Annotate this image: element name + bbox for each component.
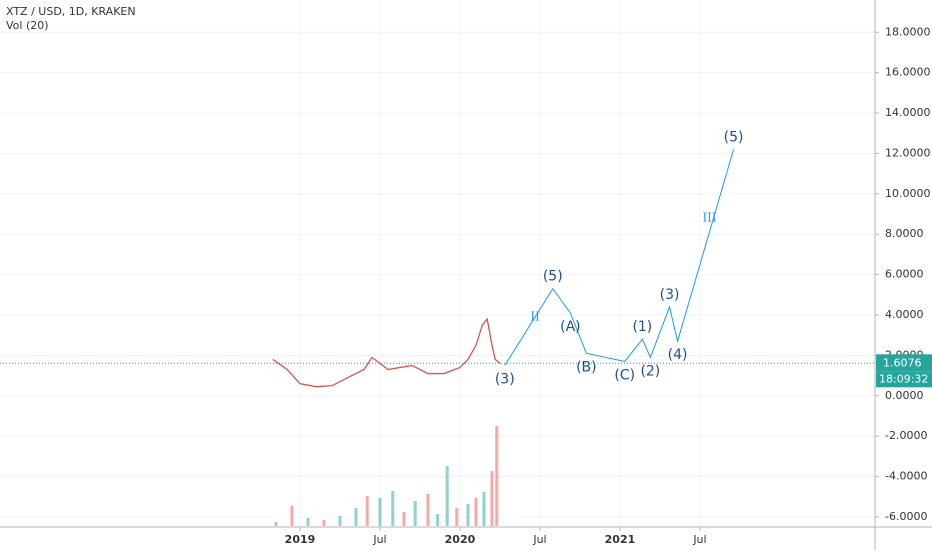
y-tick-label: 8.0000 <box>885 227 924 240</box>
last-price-label: 1.6076 <box>883 356 922 369</box>
wave-label: (5) <box>543 269 563 285</box>
y-tick-label: -6.0000 <box>885 510 927 523</box>
wave-degree-label: II <box>530 310 540 324</box>
indicator-label: Vol (20) <box>6 19 49 32</box>
x-tick-label: 2021 <box>605 533 636 546</box>
volume-bar <box>354 508 358 526</box>
wave-label: (C) <box>614 367 635 383</box>
y-tick-label: 10.0000 <box>885 187 931 200</box>
y-tick-label: -2.0000 <box>885 429 927 442</box>
volume-bar <box>466 504 470 526</box>
y-tick-label: -4.0000 <box>885 470 927 483</box>
volume-bar <box>426 494 430 526</box>
wave-label: (5) <box>724 129 744 145</box>
wave-label: (3) <box>495 371 515 387</box>
volume-bar <box>290 506 294 526</box>
volume-bar <box>274 522 278 526</box>
volume-bar <box>445 466 449 526</box>
countdown-box <box>876 371 932 388</box>
volume-bar <box>402 512 406 526</box>
last-price-box <box>876 354 932 372</box>
volume-bar <box>391 491 395 526</box>
wave-label: (A) <box>560 319 581 335</box>
x-tick-label: Jul <box>372 533 386 546</box>
y-tick-label: 6.0000 <box>885 268 924 281</box>
volume-bar <box>455 508 459 526</box>
wave-label: (1) <box>632 319 652 335</box>
volume-bar <box>306 518 310 526</box>
countdown-label: 18:09:32 <box>879 372 928 385</box>
price-line <box>272 317 501 388</box>
volume-bar <box>378 498 382 526</box>
volume-bar <box>490 471 494 526</box>
wave-label: (2) <box>640 363 660 379</box>
x-tick-label: Jul <box>692 533 706 546</box>
y-tick-label: 18.0000 <box>885 25 931 38</box>
y-tick-label: 14.0000 <box>885 106 931 119</box>
wave-label: (4) <box>668 347 688 363</box>
x-tick-label: 2019 <box>285 533 316 546</box>
volume-bar <box>482 492 486 526</box>
volume-bar <box>338 516 342 526</box>
x-tick-label: 2020 <box>445 533 476 546</box>
volume-bar <box>474 498 478 526</box>
wave-label: (B) <box>576 359 597 375</box>
projection-line <box>504 149 735 366</box>
volume-bar <box>413 501 417 526</box>
volume-bar <box>365 496 369 526</box>
wave-degree-label: III <box>702 211 716 225</box>
y-tick-label: 4.0000 <box>885 308 924 321</box>
x-tick-label: Jul <box>532 533 546 546</box>
y-tick-label: 0.0000 <box>885 389 924 402</box>
volume-bar <box>322 520 326 526</box>
y-tick-label: 16.0000 <box>885 66 931 79</box>
y-tick-label: 12.0000 <box>885 146 931 159</box>
volume-bar <box>495 426 499 526</box>
wave-label: (3) <box>660 287 680 303</box>
volume-bar <box>436 514 440 526</box>
chart-title: XTZ / USD, 1D, KRAKEN <box>6 5 136 18</box>
